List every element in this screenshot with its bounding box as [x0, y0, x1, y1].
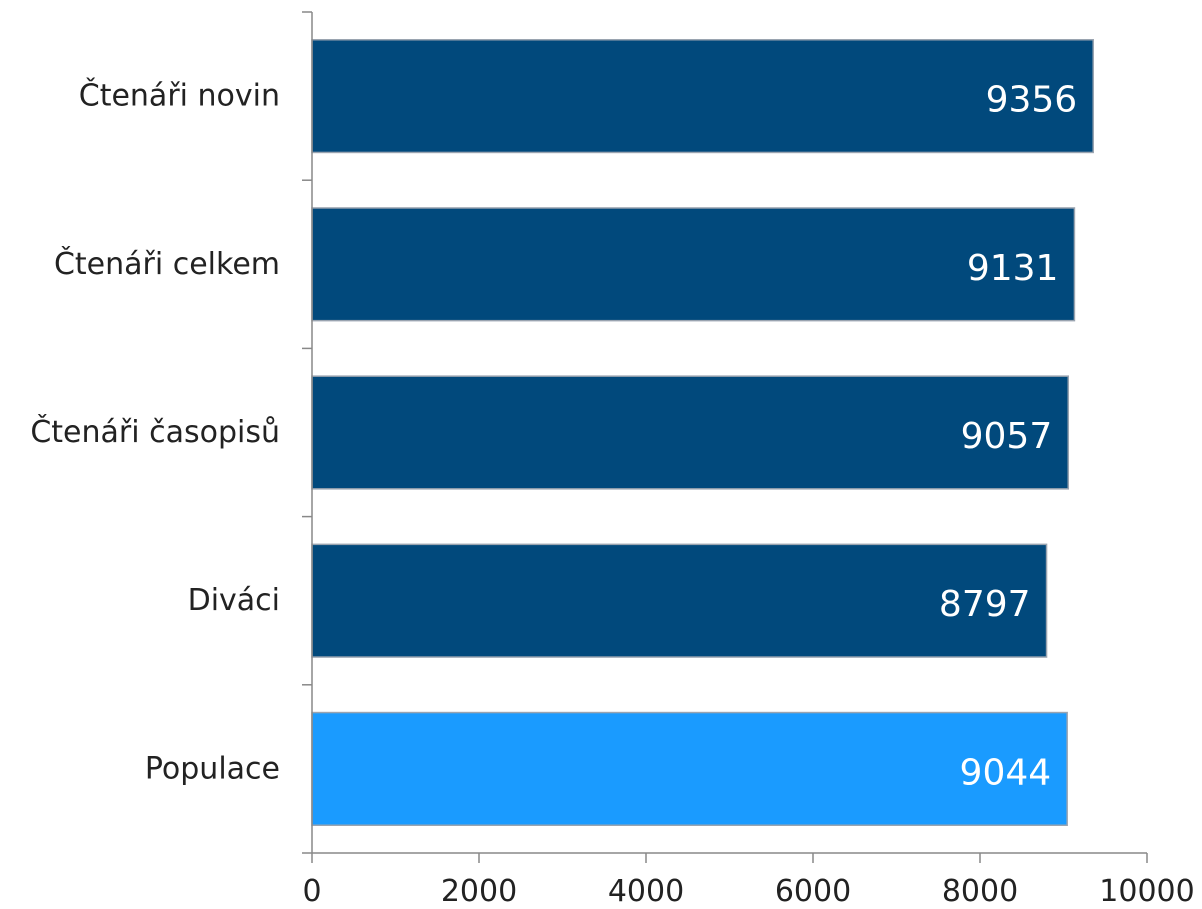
category-label: Čtenáři celkem — [54, 245, 280, 282]
data-label: 8797 — [939, 584, 1031, 625]
data-label: 9356 — [986, 80, 1078, 121]
x-tick-label: 6000 — [775, 874, 851, 909]
bar — [311, 711, 1068, 826]
data-label: 9044 — [960, 752, 1052, 793]
ticks-layer: 0 2000 4000 6000 8000 10000 — [302, 11, 1195, 909]
data-label: 9057 — [961, 416, 1053, 457]
x-tick-label: 8000 — [942, 874, 1018, 909]
labels-layer: Čtenáři novin 9356 Čtenáři celkem 9131 Čtená… — [30, 77, 1077, 794]
x-tick-label: 10000 — [1099, 874, 1194, 909]
axes-layer — [311, 12, 1147, 854]
bars-layer — [311, 39, 1094, 826]
category-label: Diváci — [188, 583, 280, 618]
category-label: Populace — [145, 751, 280, 786]
category-label: Čtenáři časopisů — [30, 413, 280, 450]
bar — [311, 207, 1076, 322]
data-label: 9131 — [967, 248, 1059, 289]
x-tick-label: 4000 — [608, 874, 684, 909]
bar — [311, 543, 1048, 658]
bar — [311, 375, 1070, 490]
x-tick-label: 2000 — [441, 874, 517, 909]
bar — [311, 39, 1094, 154]
x-tick-label: 0 — [302, 874, 321, 909]
category-label: Čtenáři novin — [79, 77, 280, 114]
